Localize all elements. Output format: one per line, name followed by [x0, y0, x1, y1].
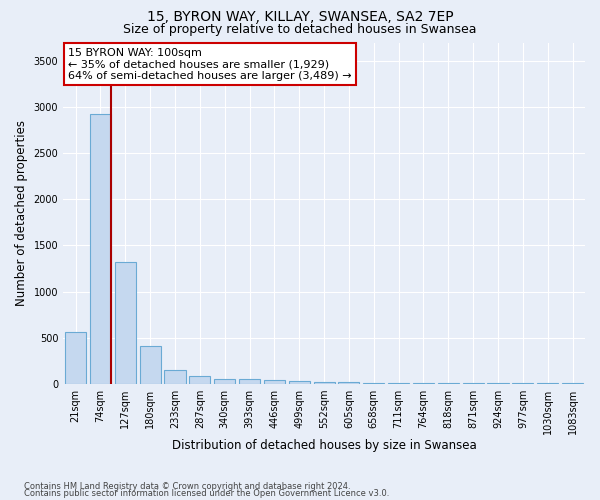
Bar — [214, 379, 235, 384]
Bar — [314, 382, 335, 384]
Bar — [264, 380, 285, 384]
Text: Contains public sector information licensed under the Open Government Licence v3: Contains public sector information licen… — [24, 490, 389, 498]
Text: 15, BYRON WAY, KILLAY, SWANSEA, SA2 7EP: 15, BYRON WAY, KILLAY, SWANSEA, SA2 7EP — [146, 10, 454, 24]
Bar — [289, 381, 310, 384]
Text: 15 BYRON WAY: 100sqm
← 35% of detached houses are smaller (1,929)
64% of semi-de: 15 BYRON WAY: 100sqm ← 35% of detached h… — [68, 48, 352, 81]
Bar — [115, 262, 136, 384]
Bar — [65, 332, 86, 384]
Bar — [189, 376, 211, 384]
Text: Size of property relative to detached houses in Swansea: Size of property relative to detached ho… — [123, 22, 477, 36]
Bar — [239, 379, 260, 384]
Y-axis label: Number of detached properties: Number of detached properties — [15, 120, 28, 306]
Bar — [164, 370, 185, 384]
Bar — [338, 382, 359, 384]
X-axis label: Distribution of detached houses by size in Swansea: Distribution of detached houses by size … — [172, 440, 476, 452]
Text: Contains HM Land Registry data © Crown copyright and database right 2024.: Contains HM Land Registry data © Crown c… — [24, 482, 350, 491]
Bar — [140, 346, 161, 384]
Bar — [90, 114, 111, 384]
Bar — [363, 383, 385, 384]
